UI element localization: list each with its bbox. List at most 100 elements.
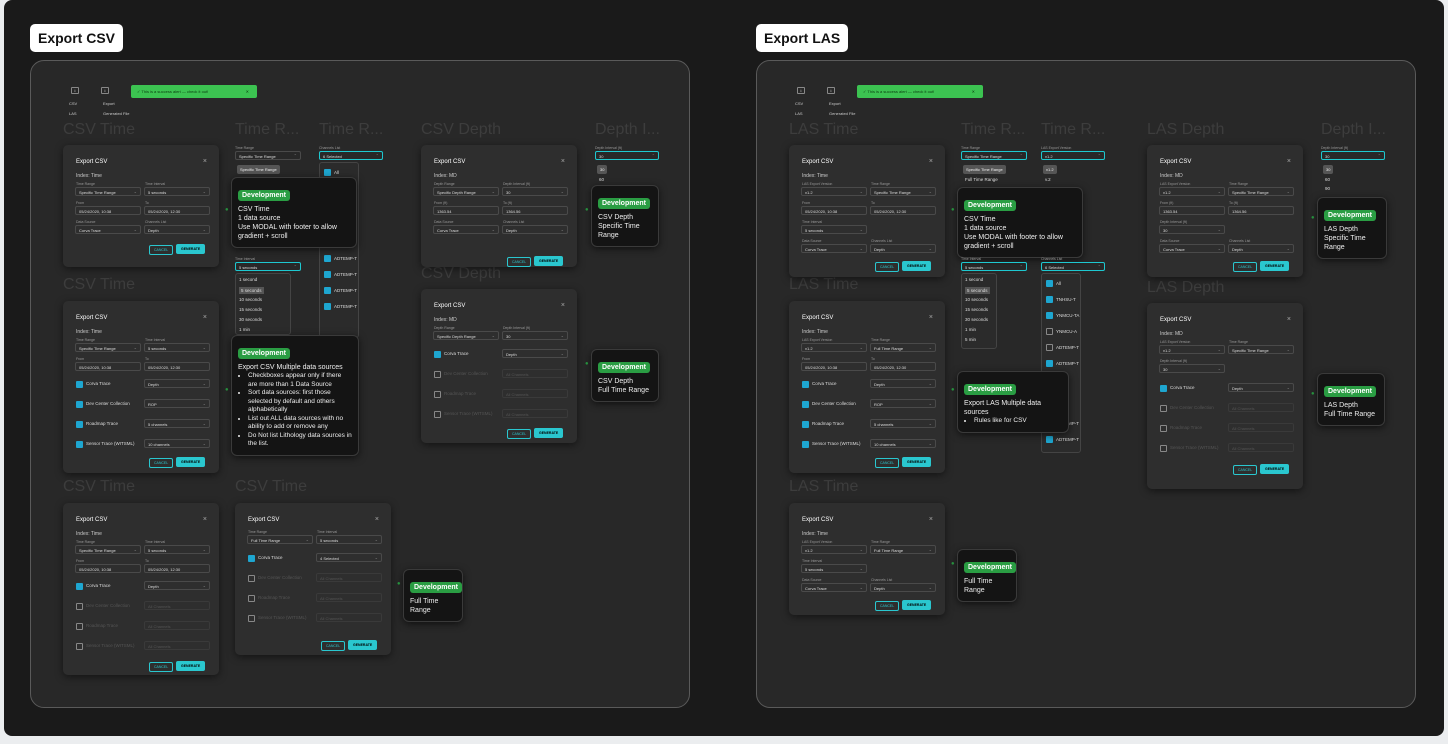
menu-las[interactable]: LAS xyxy=(795,111,803,116)
download-icon[interactable]: ⭳ xyxy=(71,87,79,94)
checkbox[interactable] xyxy=(434,411,441,418)
dropdown-option[interactable]: 1 second xyxy=(965,277,984,282)
channels-select[interactable]: 10 channels ⌄ xyxy=(144,439,210,448)
cancel-button[interactable]: CANCEL xyxy=(875,262,900,272)
cancel-button[interactable]: CANCEL xyxy=(507,257,532,267)
close-icon[interactable]: ✕ xyxy=(245,89,249,94)
checkbox[interactable] xyxy=(76,401,83,408)
dropdown-option[interactable]: 5 seconds xyxy=(965,287,990,294)
generate-button[interactable]: GENERATE xyxy=(902,261,932,271)
checkbox[interactable] xyxy=(1046,360,1053,367)
cancel-button[interactable]: CANCEL xyxy=(321,641,346,651)
checkbox[interactable] xyxy=(434,351,441,358)
close-icon[interactable]: × xyxy=(1286,158,1291,165)
checkbox[interactable] xyxy=(1046,280,1053,287)
dropdown-option[interactable]: 30 seconds xyxy=(965,317,989,322)
time-interval-select[interactable]: 5 seconds ⌃ xyxy=(961,262,1027,271)
dropdown-option[interactable]: 30 xyxy=(1323,165,1334,174)
channels-select[interactable]: Depth ⌄ xyxy=(870,583,936,592)
dropdown-option[interactable]: 1 min xyxy=(239,327,251,332)
close-icon[interactable]: × xyxy=(202,158,207,165)
checkbox[interactable] xyxy=(248,575,255,582)
generate-button[interactable]: GENERATE xyxy=(534,256,564,266)
generate-button[interactable]: GENERATE xyxy=(176,244,206,254)
close-icon[interactable]: × xyxy=(202,516,207,523)
from-date-input[interactable]: 05/24/2020, 10:38 xyxy=(801,206,867,215)
download-icon[interactable]: ⭳ xyxy=(101,87,109,94)
menu-csv[interactable]: CSV xyxy=(69,101,78,106)
channels-select[interactable]: Depth ⌄ xyxy=(870,379,936,388)
las-version-select[interactable]: v1.2 ⌄ xyxy=(801,545,867,554)
checkbox[interactable] xyxy=(802,421,809,428)
time-interval-select[interactable]: 5 seconds ⌄ xyxy=(144,343,210,352)
channels-select[interactable]: All Channels xyxy=(316,593,382,602)
menu-export[interactable]: Export xyxy=(103,101,115,106)
time-range-select[interactable]: Specific Time Range ⌃ xyxy=(235,151,301,160)
checkbox[interactable] xyxy=(1160,405,1167,412)
from-ft-input[interactable]: 1363.54 xyxy=(1159,206,1225,215)
time-interval-select[interactable]: 5 seconds ⌄ xyxy=(144,187,210,196)
cancel-button[interactable]: CANCEL xyxy=(1233,465,1258,475)
depth-interval-select[interactable]: 30 ⌄ xyxy=(502,331,568,340)
to-date-input[interactable]: 05/24/2020, 12:30 xyxy=(144,206,210,215)
checkbox[interactable] xyxy=(1160,445,1167,452)
las-version-select[interactable]: v1.2 ⌃ xyxy=(1041,151,1105,160)
dropdown-option[interactable]: v.2 xyxy=(1045,177,1051,182)
dropdown-option[interactable]: v1.2 xyxy=(1043,165,1057,174)
checkbox[interactable] xyxy=(76,643,83,650)
cancel-button[interactable]: CANCEL xyxy=(149,662,174,672)
dropdown-option[interactable]: Full Time Range xyxy=(965,177,998,182)
cancel-button[interactable]: CANCEL xyxy=(875,458,900,468)
checkbox[interactable] xyxy=(1160,425,1167,432)
checkbox[interactable] xyxy=(1046,344,1053,351)
channels-select[interactable]: 5 channels ⌄ xyxy=(144,419,210,428)
channels-select[interactable]: 5 channels ⌄ xyxy=(870,419,936,428)
dropdown-option[interactable]: 60 xyxy=(1325,177,1331,182)
time-range-select[interactable]: Specific Time Range ⌃ xyxy=(961,151,1027,160)
generate-button[interactable]: GENERATE xyxy=(534,428,564,438)
depth-interval-select[interactable]: 30 ⌄ xyxy=(502,187,568,196)
channels-select[interactable]: All Channels xyxy=(502,389,568,398)
dropdown-option[interactable]: 10 seconds xyxy=(965,297,989,302)
close-icon[interactable]: × xyxy=(202,314,207,321)
from-date-input[interactable]: 05/24/2020, 10:38 xyxy=(75,206,141,215)
channels-select[interactable]: All Channels xyxy=(316,613,382,622)
time-range-select[interactable]: Specific Time Range ⌄ xyxy=(75,545,141,554)
las-version-select[interactable]: v1.2 ⌄ xyxy=(801,343,867,352)
to-date-input[interactable]: 05/24/2020, 12:30 xyxy=(144,362,210,371)
generate-button[interactable]: GENERATE xyxy=(902,457,932,467)
menu-generated-file[interactable]: Generated File xyxy=(829,111,856,116)
data-source-select[interactable]: Corva Trace ⌄ xyxy=(801,244,867,253)
cancel-button[interactable]: CANCEL xyxy=(1233,262,1258,272)
data-source-select[interactable]: Corva Trace ⌄ xyxy=(1159,244,1225,253)
close-icon[interactable]: ✕ xyxy=(971,89,975,94)
las-version-select[interactable]: v1.2 ⌄ xyxy=(1159,187,1225,196)
checkbox[interactable] xyxy=(1046,296,1053,303)
channels-select[interactable]: 6 Selected ⌃ xyxy=(319,151,383,160)
dropdown-option[interactable]: 30 seconds xyxy=(239,317,263,322)
dropdown-option[interactable]: 5 min xyxy=(965,337,977,342)
dropdown-option[interactable]: Specific Time Range xyxy=(963,165,1006,174)
time-range-select[interactable]: Full Time Range ⌄ xyxy=(870,343,936,352)
time-range-select[interactable]: Specific Time Range ⌄ xyxy=(1228,187,1294,196)
cancel-button[interactable]: CANCEL xyxy=(149,458,174,468)
checkbox[interactable] xyxy=(324,303,331,310)
channels-select[interactable]: All Channels xyxy=(1228,443,1294,452)
cancel-button[interactable]: CANCEL xyxy=(875,601,900,611)
channels-select[interactable]: Depth ⌄ xyxy=(144,225,210,234)
checkbox[interactable] xyxy=(324,169,331,176)
checkbox[interactable] xyxy=(76,623,83,630)
menu-las[interactable]: LAS xyxy=(69,111,77,116)
download-icon[interactable]: ⭳ xyxy=(827,87,835,94)
checkbox[interactable] xyxy=(76,603,83,610)
time-interval-select[interactable]: 5 seconds ⌄ xyxy=(316,535,382,544)
channels-select[interactable]: Depth ⌄ xyxy=(1228,383,1294,392)
depth-range-select[interactable]: Specific Depth Range ⌄ xyxy=(433,331,499,340)
time-range-select[interactable]: Specific Time Range ⌄ xyxy=(75,343,141,352)
checkbox[interactable] xyxy=(324,287,331,294)
checkbox[interactable] xyxy=(76,421,83,428)
channels-select[interactable]: Depth ⌄ xyxy=(1228,244,1294,253)
checkbox[interactable] xyxy=(434,371,441,378)
channels-select[interactable]: All Channels xyxy=(502,409,568,418)
generate-button[interactable]: GENERATE xyxy=(902,600,932,610)
